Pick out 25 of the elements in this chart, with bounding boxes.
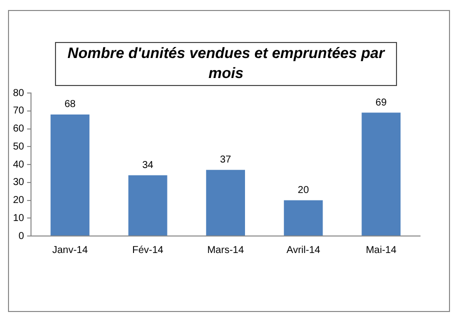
y-tick-label: 40 — [13, 159, 25, 170]
bar — [128, 175, 168, 236]
y-tick-label: 10 — [13, 212, 25, 224]
x-tick-label: Mai-14 — [366, 244, 397, 256]
y-tick-label: 50 — [13, 141, 25, 152]
y-tick-label: 70 — [13, 106, 25, 117]
data-label: 68 — [64, 99, 76, 110]
x-tick-label: Mars-14 — [207, 244, 244, 256]
x-tick-label: Fév-14 — [132, 244, 164, 256]
chart-title: Nombre d'unités vendues et empruntées par mois — [55, 42, 397, 86]
bar — [284, 200, 323, 236]
y-tick-label: 60 — [13, 124, 25, 134]
y-tick-label: 20 — [13, 195, 25, 206]
bar — [50, 114, 90, 236]
data-label: 34 — [142, 160, 154, 171]
data-label: 69 — [376, 97, 388, 108]
x-tick-label: Janv-14 — [52, 244, 88, 256]
data-label: 20 — [298, 185, 310, 196]
bar — [362, 112, 401, 236]
bar — [206, 170, 246, 236]
x-tick-label: Avril-14 — [286, 244, 321, 256]
y-tick-label: 30 — [13, 177, 25, 188]
data-label: 37 — [220, 154, 232, 166]
y-tick-label: 0 — [18, 230, 25, 242]
y-tick-label: 80 — [13, 88, 25, 99]
